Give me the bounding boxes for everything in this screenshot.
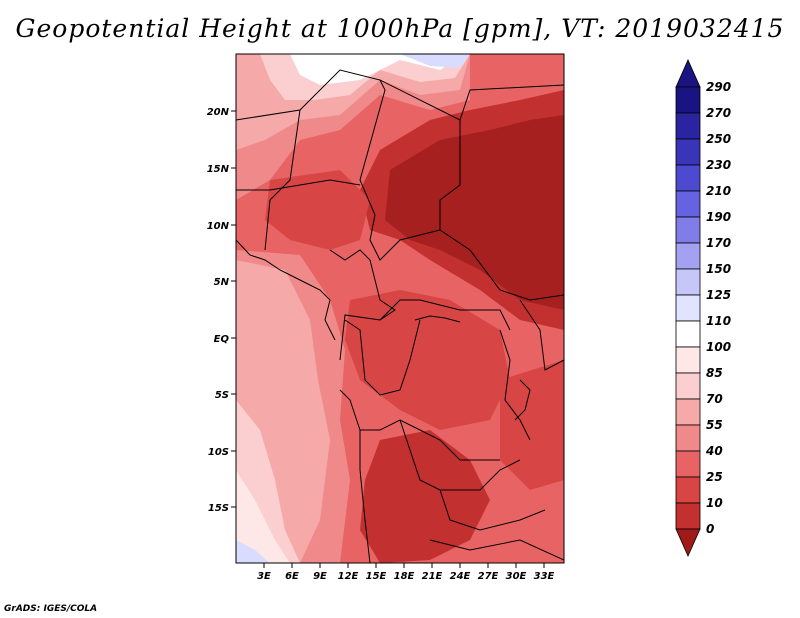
longitude-axis: 3E 6E 9E 12E 15E 18E 21E 24E 27E 30E 33E [257, 563, 555, 582]
lat-label: 15N [207, 164, 230, 175]
colorbar-swatch [675, 242, 701, 270]
colorbar-swatch [675, 424, 701, 452]
colorbar-label: 250 [706, 132, 731, 146]
country-borders [236, 69, 564, 563]
lat-label: 5S [215, 390, 229, 401]
colorbar-label: 125 [706, 288, 731, 302]
height-field [236, 54, 564, 563]
lon-label: 18E [394, 571, 415, 582]
lat-label: 5N [214, 277, 230, 288]
colorbar-swatch [675, 294, 701, 322]
colorbar-label: 85 [706, 366, 723, 380]
lon-label: 9E [313, 571, 327, 582]
colorbar-label: 290 [706, 80, 731, 94]
grads-credit: GrADS: IGES/COLA [4, 604, 98, 614]
lat-label: 10S [208, 447, 229, 458]
lat-label: 20N [207, 107, 230, 118]
lon-label: 15E [366, 571, 387, 582]
lon-label: 12E [338, 571, 359, 582]
colorbar-label: 270 [706, 106, 731, 120]
lat-label: 10N [207, 221, 230, 232]
colorbar-swatch [675, 268, 701, 296]
colorbar-swatch [675, 398, 701, 426]
colorbar-label: 150 [706, 262, 731, 276]
colorbar-swatch [675, 112, 701, 140]
colorbar-swatch [675, 86, 701, 114]
colorbar-label: 170 [706, 236, 731, 250]
colorbar-label: 70 [706, 392, 723, 406]
colorbar-swatch [675, 450, 701, 478]
colorbar: 290 270 250 230 210 190 170 150 125 110 … [675, 59, 731, 557]
colorbar-swatch [675, 138, 701, 166]
lon-label: 33E [534, 571, 555, 582]
lon-label: 30E [506, 571, 527, 582]
lat-label: 15S [208, 503, 229, 514]
colorbar-swatch [675, 502, 701, 530]
lon-label: 27E [478, 571, 499, 582]
lon-label: 24E [450, 571, 471, 582]
colorbar-swatch [675, 476, 701, 504]
colorbar-label: 55 [706, 418, 723, 432]
lat-label: EQ [214, 334, 230, 345]
lon-label: 3E [257, 571, 271, 582]
colorbar-bottom-arrow [675, 528, 701, 557]
colorbar-label: 100 [706, 340, 731, 354]
lon-label: 21E [422, 571, 443, 582]
colorbar-swatch [675, 164, 701, 192]
lon-label: 6E [285, 571, 299, 582]
map-frame [235, 53, 565, 564]
colorbar-swatch [675, 216, 701, 244]
colorbar-label: 230 [706, 158, 731, 172]
colorbar-label: 210 [706, 184, 731, 198]
colorbar-label: 40 [705, 444, 723, 458]
latitude-axis: 20N 15N 10N 5N EQ 5S 10S 15S [207, 107, 236, 514]
colorbar-swatch [675, 346, 701, 374]
map-title: Geopotential Height at 1000hPa [gpm], VT… [15, 14, 785, 43]
colorbar-label: 110 [706, 314, 731, 328]
colorbar-swatch [675, 320, 701, 348]
colorbar-label: 0 [706, 522, 714, 536]
colorbar-swatch [675, 372, 701, 400]
colorbar-label: 190 [706, 210, 731, 224]
colorbar-top-arrow [675, 59, 701, 88]
colorbar-swatch [675, 190, 701, 218]
colorbar-label: 25 [706, 470, 723, 484]
colorbar-label: 10 [706, 496, 723, 510]
